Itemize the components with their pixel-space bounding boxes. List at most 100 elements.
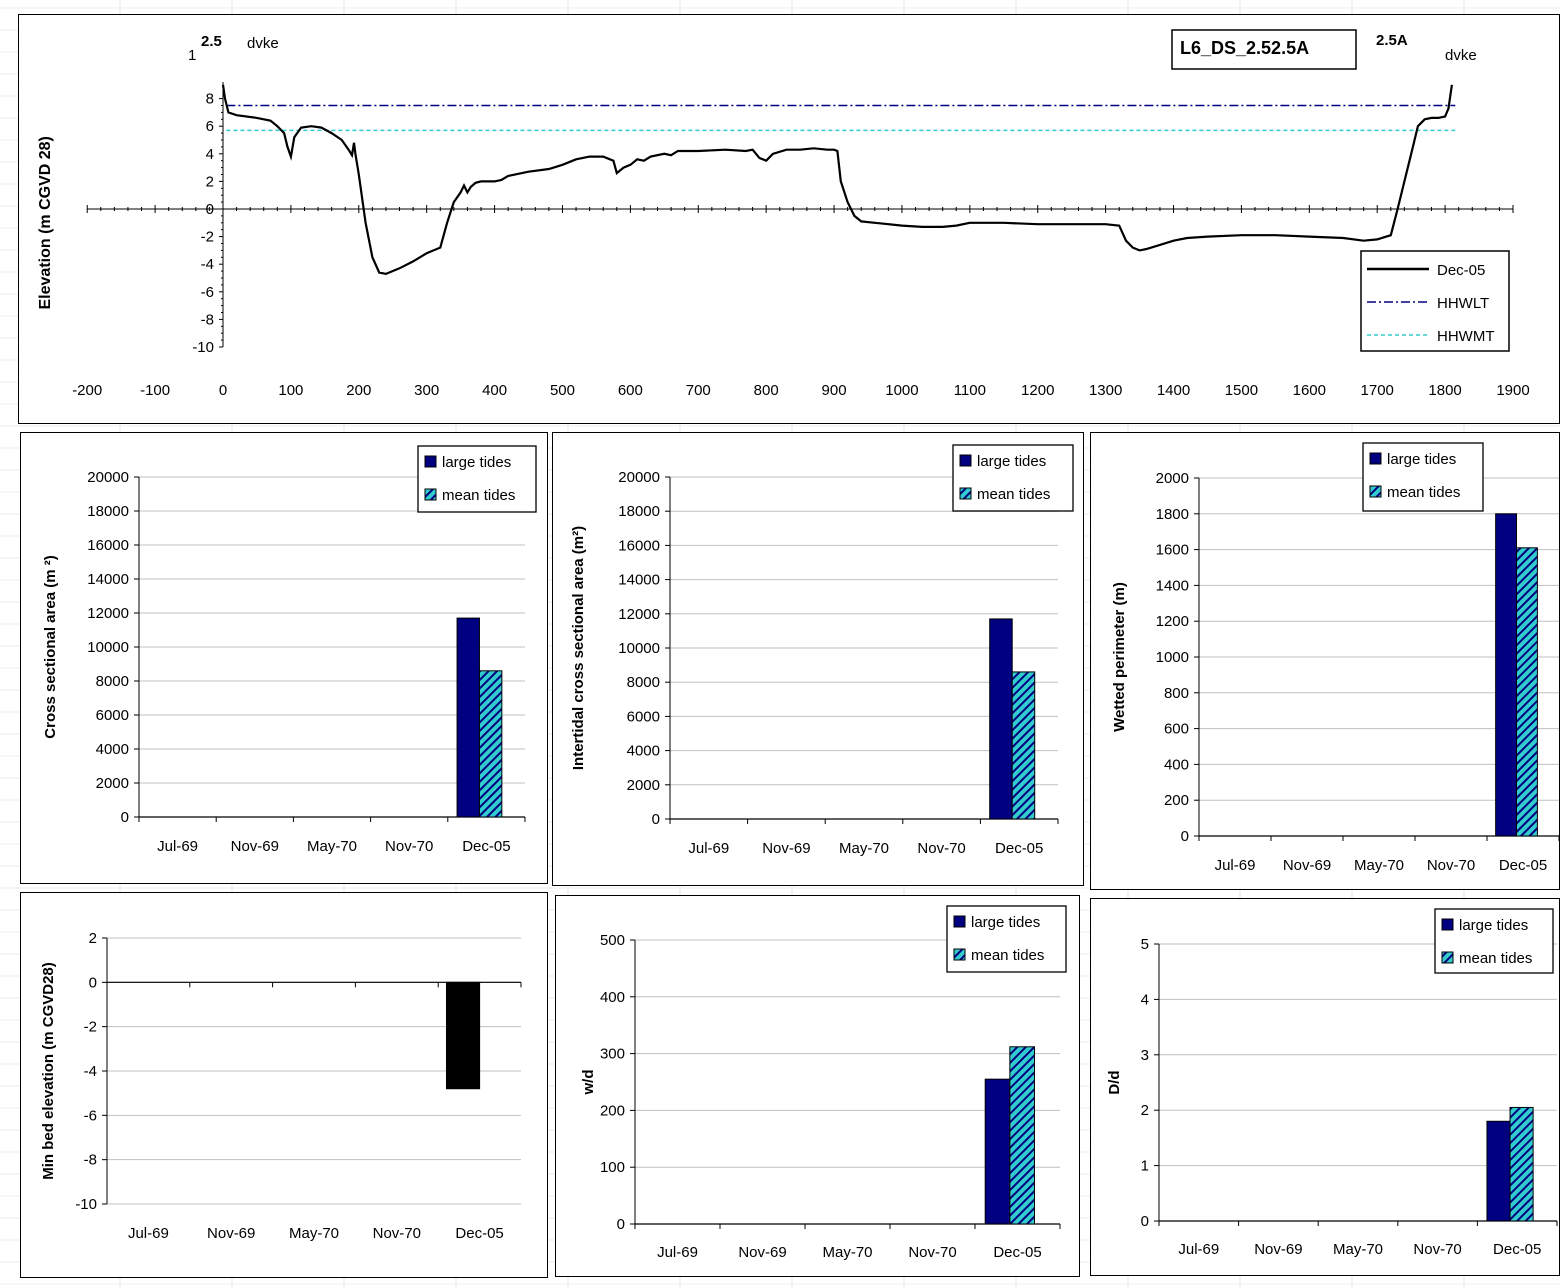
profile-x-tick-label: -200 <box>72 382 102 399</box>
x-tick-label: Dec-05 <box>1493 1241 1541 1258</box>
x-tick-label: Dec-05 <box>993 1244 1041 1261</box>
y-tick-label: 200 <box>1164 792 1189 809</box>
y-tick-label: 20000 <box>618 469 660 486</box>
w-d-ratio-panel[interactable]: 500 400 300 200 100 0 Jul-69 Nov-69 May-70 Nov-70… <box>555 895 1080 1277</box>
profile-y-tick-label: 2 <box>206 173 214 190</box>
y-tick-label: 800 <box>1164 685 1189 702</box>
profile-y-tick-label: -6 <box>201 284 214 301</box>
profile-x-tick-label: 0 <box>219 382 227 399</box>
legend-label: mean tides <box>1459 950 1532 967</box>
profile-x-tick-label: 1800 <box>1428 382 1461 399</box>
x-tick-label: May-70 <box>289 1225 339 1242</box>
y-tick-label: -8 <box>84 1152 97 1169</box>
y-tick-label: 1800 <box>1156 506 1189 523</box>
y-tick-label: 5 <box>1141 936 1149 953</box>
y-tick-label: 0 <box>89 974 97 991</box>
y-tick-label: 4000 <box>627 743 660 760</box>
profile-y-axis-label: Elevation (m CGVD 28) <box>37 136 54 309</box>
cross-sectional-area-panel[interactable]: 20000 18000 16000 14000 12000 10000 8000 6000 40… <box>20 432 548 884</box>
bar-mean-tides <box>1009 1046 1036 1225</box>
profile-x-tick-label: 1000 <box>885 382 918 399</box>
cross-sectional-area-chart: 2000018000160001400012000100008000600040… <box>42 445 537 855</box>
profile-chart-panel[interactable]: 86420-2-4-6-8-10-200-1000100200300400500… <box>18 14 1560 424</box>
bar-large-tides <box>1495 513 1518 837</box>
profile-x-tick-label: 500 <box>550 382 575 399</box>
y-tick-label: -4 <box>84 1063 97 1080</box>
profile-x-tick-label: 800 <box>754 382 779 399</box>
profile-y-tick-label: -8 <box>201 311 214 328</box>
x-tick-label: May-70 <box>1333 1241 1383 1258</box>
profile-legend-box <box>1360 250 1510 352</box>
y-tick-label: 20000 <box>87 469 129 486</box>
y-tick-label: 1200 <box>1156 613 1189 630</box>
x-tick-label: Nov-69 <box>207 1225 255 1242</box>
wetted-perimeter-chart: 2000180016001400120010008006004002000Jul… <box>1111 442 1560 874</box>
legend-box <box>417 445 537 513</box>
legend-swatch <box>1369 485 1382 498</box>
x-tick-label: Dec-05 <box>1499 857 1547 874</box>
w-d-ratio-chart: 500 400 300 200 100 0 Jul-69 Nov-69 May-70 Nov-70… <box>580 905 1067 1261</box>
y-tick-label: 6000 <box>627 708 660 725</box>
profile-dec05-line <box>221 84 1453 276</box>
y-tick-label: 1600 <box>1156 542 1189 559</box>
y-axis-label: D/d <box>1106 1070 1123 1094</box>
legend-swatch <box>953 948 966 961</box>
legend-swatch <box>953 915 966 928</box>
bar <box>445 981 481 1090</box>
min-bed-elevation-chart: 2 0 -2 -4 -6 -8 -10 Jul-69 Nov-69 May-70 Nov-70 Dec… <box>40 930 522 1242</box>
legend-label: mean tides <box>442 487 515 504</box>
legend-swatch <box>1441 951 1454 964</box>
intertidal-area-chart: 2000018000160001400012000100008000600040… <box>570 444 1074 857</box>
y-tick-label: 0 <box>652 811 660 828</box>
d-ratio-panel[interactable]: 5 4 3 2 1 0 Jul-69 Nov-69 May-70 Nov-70 Dec-05 D/d l… <box>1090 898 1560 1276</box>
y-tick-label: 18000 <box>87 503 129 520</box>
section-id-label: L6_DS_2.52.5A <box>1180 38 1309 58</box>
y-axis-label: w/d <box>580 1070 597 1096</box>
y-tick-label: -2 <box>84 1019 97 1036</box>
y-tick-label: 100 <box>600 1159 625 1176</box>
y-tick-label: 14000 <box>87 571 129 588</box>
y-tick-label: 300 <box>600 1046 625 1063</box>
legend-swatch <box>959 487 972 500</box>
profile-x-tick-label: 1700 <box>1361 382 1394 399</box>
left-top-label: 1 <box>188 47 196 64</box>
x-tick-label: Nov-70 <box>917 840 965 857</box>
y-tick-label: 16000 <box>87 537 129 554</box>
y-tick-label: 400 <box>1164 756 1189 773</box>
y-tick-label: 2000 <box>96 775 129 792</box>
wetted-perimeter-panel[interactable]: 2000 1800 1600 1400 1200 1000 800 600 400 200 0 Jul… <box>1090 432 1560 890</box>
y-tick-label: 10000 <box>618 640 660 657</box>
y-tick-label: 1 <box>1141 1158 1149 1175</box>
profile-chart: 86420-2-4-6-8-10-200-1000100200300400500… <box>37 29 1530 399</box>
legend-swatch <box>424 455 437 468</box>
x-tick-label: Dec-05 <box>995 840 1043 857</box>
y-tick-label: 200 <box>600 1102 625 1119</box>
x-tick-label: Jul-69 <box>1215 857 1256 874</box>
x-tick-label: May-70 <box>822 1244 872 1261</box>
legend-label: mean tides <box>971 947 1044 964</box>
y-tick-label: 1000 <box>1156 649 1189 666</box>
x-tick-label: Jul-69 <box>657 1244 698 1261</box>
profile-y-tick-label: -2 <box>201 229 214 246</box>
min-bed-elevation-panel[interactable]: 2 0 -2 -4 -6 -8 -10 Jul-69 Nov-69 May-70 Nov-70 Dec… <box>20 892 548 1278</box>
x-tick-label: May-70 <box>839 840 889 857</box>
profile-y-tick-label: -10 <box>192 339 214 356</box>
bar-large-tides <box>456 617 480 818</box>
intertidal-area-panel[interactable]: 20000 18000 16000 14000 12000 10000 8000 6000 40… <box>552 432 1084 886</box>
y-tick-label: 400 <box>600 989 625 1006</box>
y-tick-label: 3 <box>1141 1047 1149 1064</box>
y-tick-label: 2000 <box>627 777 660 794</box>
y-tick-label: 0 <box>121 809 129 826</box>
d-ratio-chart: 5 4 3 2 1 0 Jul-69 Nov-69 May-70 Nov-70 Dec-05 D/d l… <box>1106 908 1558 1258</box>
profile-x-tick-label: 400 <box>482 382 507 399</box>
legend-box <box>952 444 1074 512</box>
profile-x-tick-label: 300 <box>414 382 439 399</box>
y-tick-label: 8000 <box>96 673 129 690</box>
y-tick-label: 16000 <box>618 537 660 554</box>
bar-large-tides <box>1486 1120 1511 1222</box>
x-tick-label: Nov-70 <box>1413 1241 1461 1258</box>
profile-y-tick-label: 6 <box>206 118 214 135</box>
bar-mean-tides <box>1509 1106 1534 1222</box>
right-value-label: 2.5A <box>1376 32 1408 49</box>
